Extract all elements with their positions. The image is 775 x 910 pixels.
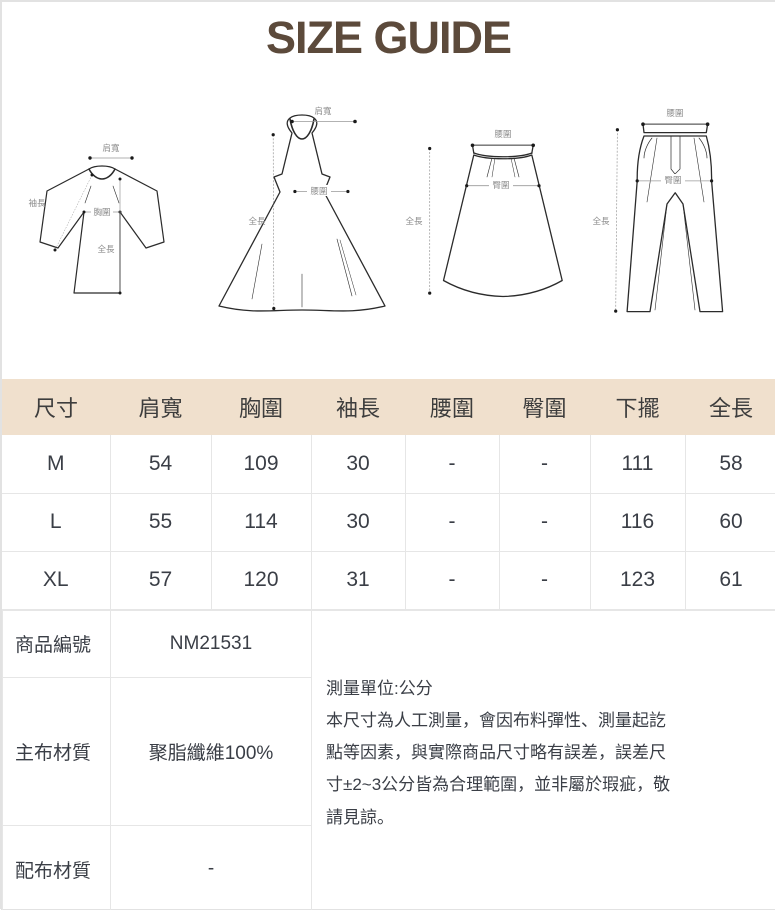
svg-text:肩寬: 肩寬 xyxy=(314,106,332,116)
svg-text:胸圍: 胸圍 xyxy=(93,207,110,217)
svg-text:臀圍: 臀圍 xyxy=(492,180,509,190)
svg-text:全長: 全長 xyxy=(97,244,115,254)
svg-text:全長: 全長 xyxy=(592,216,610,226)
svg-text:肩寬: 肩寬 xyxy=(102,143,120,153)
svg-text:全長: 全長 xyxy=(248,216,266,226)
svg-text:腰圍: 腰圍 xyxy=(310,186,327,196)
svg-text:袖長: 袖長 xyxy=(28,198,46,208)
svg-text:全長: 全長 xyxy=(405,216,423,226)
svg-text:腰圍: 腰圍 xyxy=(494,129,511,139)
svg-text:腰圍: 腰圍 xyxy=(666,108,683,118)
svg-text:臀圍: 臀圍 xyxy=(664,175,681,185)
